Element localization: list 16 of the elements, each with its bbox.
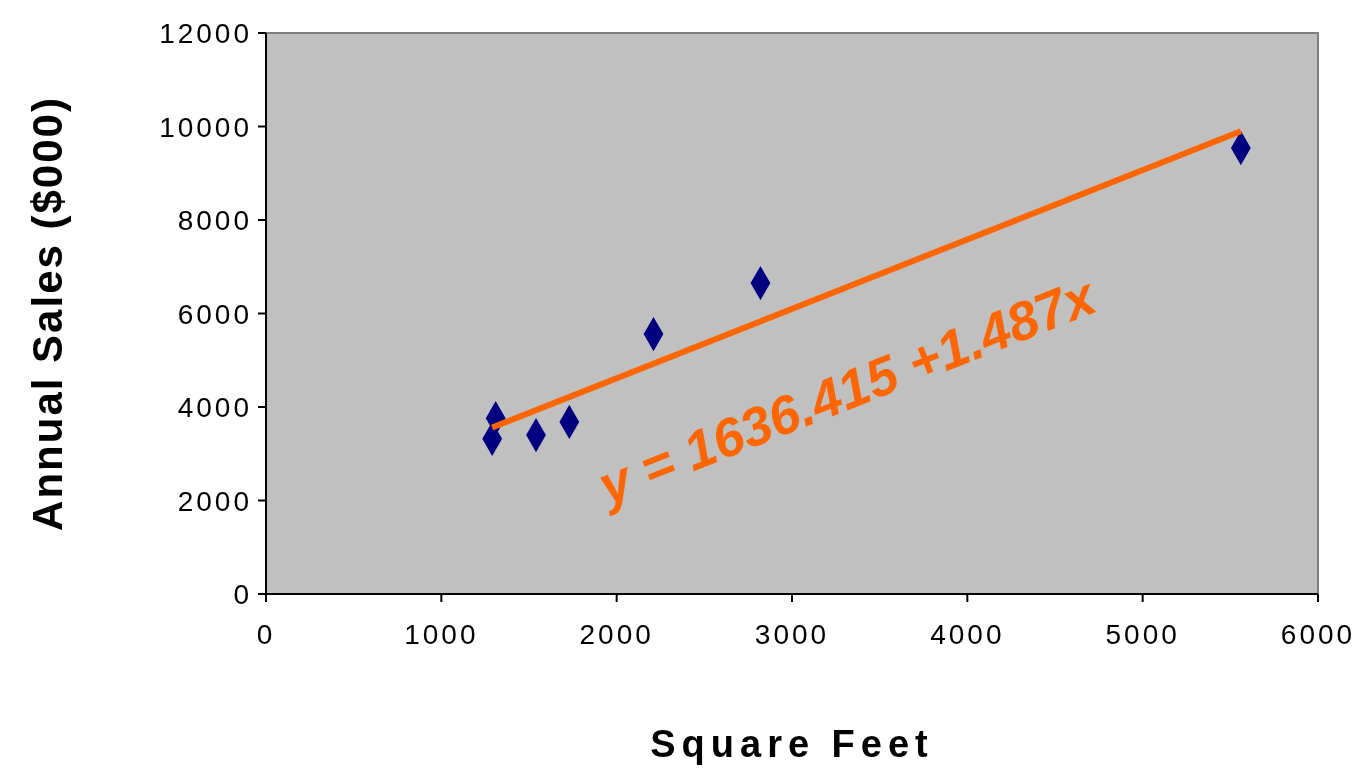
y-tick-label: 12000 (159, 18, 252, 49)
y-axis-title: Annual Sales ($000) (24, 96, 71, 531)
y-tick-label: 2000 (177, 485, 252, 517)
x-tick-label: 2000 (579, 619, 654, 650)
y-tick-label: 10000 (159, 111, 252, 143)
x-tick-label: 4000 (930, 619, 1005, 650)
x-tick-label: 5000 (1105, 619, 1180, 650)
x-tick-label: 0 (256, 619, 276, 650)
x-tick-label: 3000 (754, 619, 830, 650)
y-tick-label: 6000 (177, 298, 252, 330)
y-tick-label: 0 (233, 579, 252, 610)
x-tick-label: 6000 (1280, 619, 1356, 650)
y-tick-label: 4000 (177, 392, 252, 423)
x-axis-title: Square Feet (650, 723, 934, 765)
y-tick-label: 8000 (177, 205, 252, 236)
x-tick-label: 1000 (404, 619, 479, 650)
